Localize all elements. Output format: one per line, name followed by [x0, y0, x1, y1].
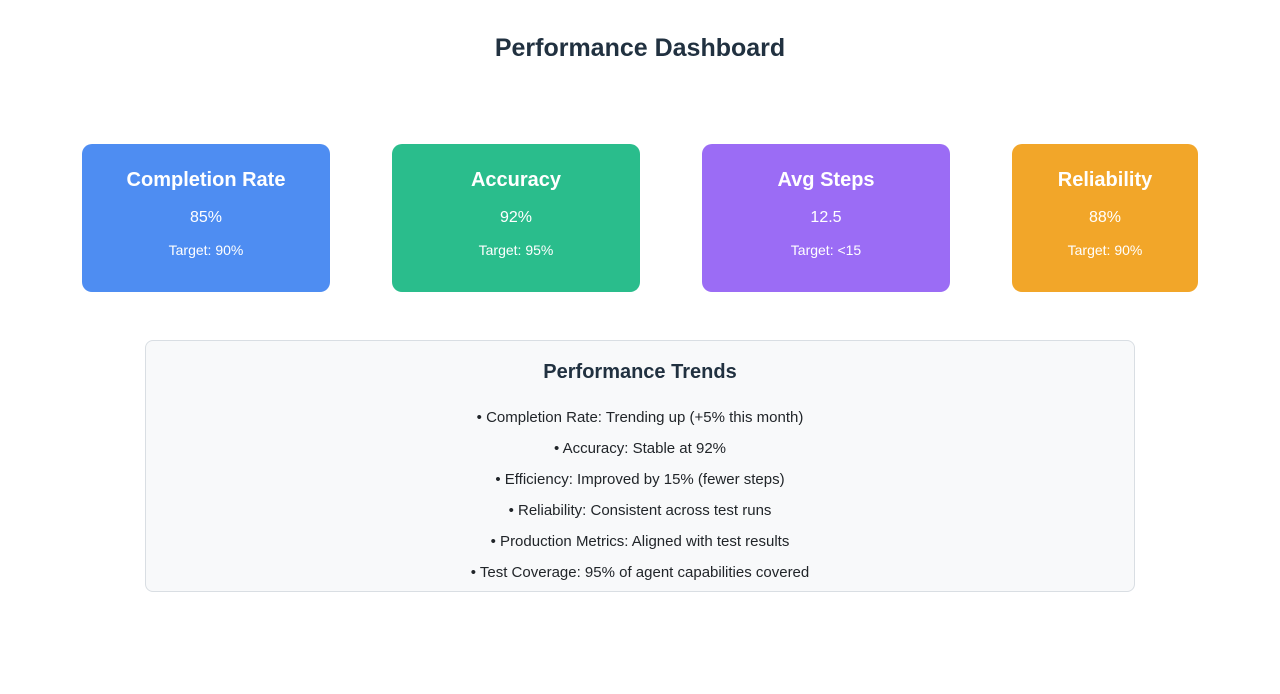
metric-card-avg-steps: Avg Steps 12.5 Target: <15	[702, 144, 950, 292]
metric-card-reliability: Reliability 88% Target: 90%	[1012, 144, 1198, 292]
metric-card-value: 92%	[499, 209, 533, 226]
metric-card-title: Reliability	[1057, 169, 1153, 191]
metric-cards-row: Completion Rate 85% Target: 90% Accuracy…	[82, 144, 1280, 292]
trend-item-test-coverage: • Test Coverage: 95% of agent capabiliti…	[470, 564, 810, 581]
trend-item-efficiency: • Efficiency: Improved by 15% (fewer ste…	[495, 471, 785, 488]
metric-card-target: Target: 90%	[1067, 242, 1143, 258]
metric-card-value: 85%	[189, 209, 223, 226]
trend-item-production-metrics: • Production Metrics: Aligned with test …	[490, 533, 790, 550]
trends-panel-title: Performance Trends	[543, 361, 737, 383]
trend-item-completion-rate: • Completion Rate: Trending up (+5% this…	[476, 409, 804, 426]
metric-card-completion-rate: Completion Rate 85% Target: 90%	[82, 144, 330, 292]
page-title: Performance Dashboard	[494, 34, 786, 62]
metric-card-value: 88%	[1088, 209, 1122, 226]
metric-card-target: Target: 95%	[478, 242, 554, 258]
metric-card-target: Target: 90%	[168, 242, 244, 258]
metric-card-title: Avg Steps	[777, 169, 875, 191]
metric-card-value: 12.5	[810, 209, 842, 226]
metric-card-accuracy: Accuracy 92% Target: 95%	[392, 144, 640, 292]
metric-card-target: Target: <15	[790, 242, 862, 258]
metric-card-title: Accuracy	[470, 169, 562, 191]
metric-card-title: Completion Rate	[126, 169, 286, 191]
trend-item-accuracy: • Accuracy: Stable at 92%	[553, 440, 726, 457]
performance-trends-panel: Performance Trends • Completion Rate: Tr…	[145, 340, 1135, 592]
trend-item-reliability: • Reliability: Consistent across test ru…	[508, 502, 772, 519]
